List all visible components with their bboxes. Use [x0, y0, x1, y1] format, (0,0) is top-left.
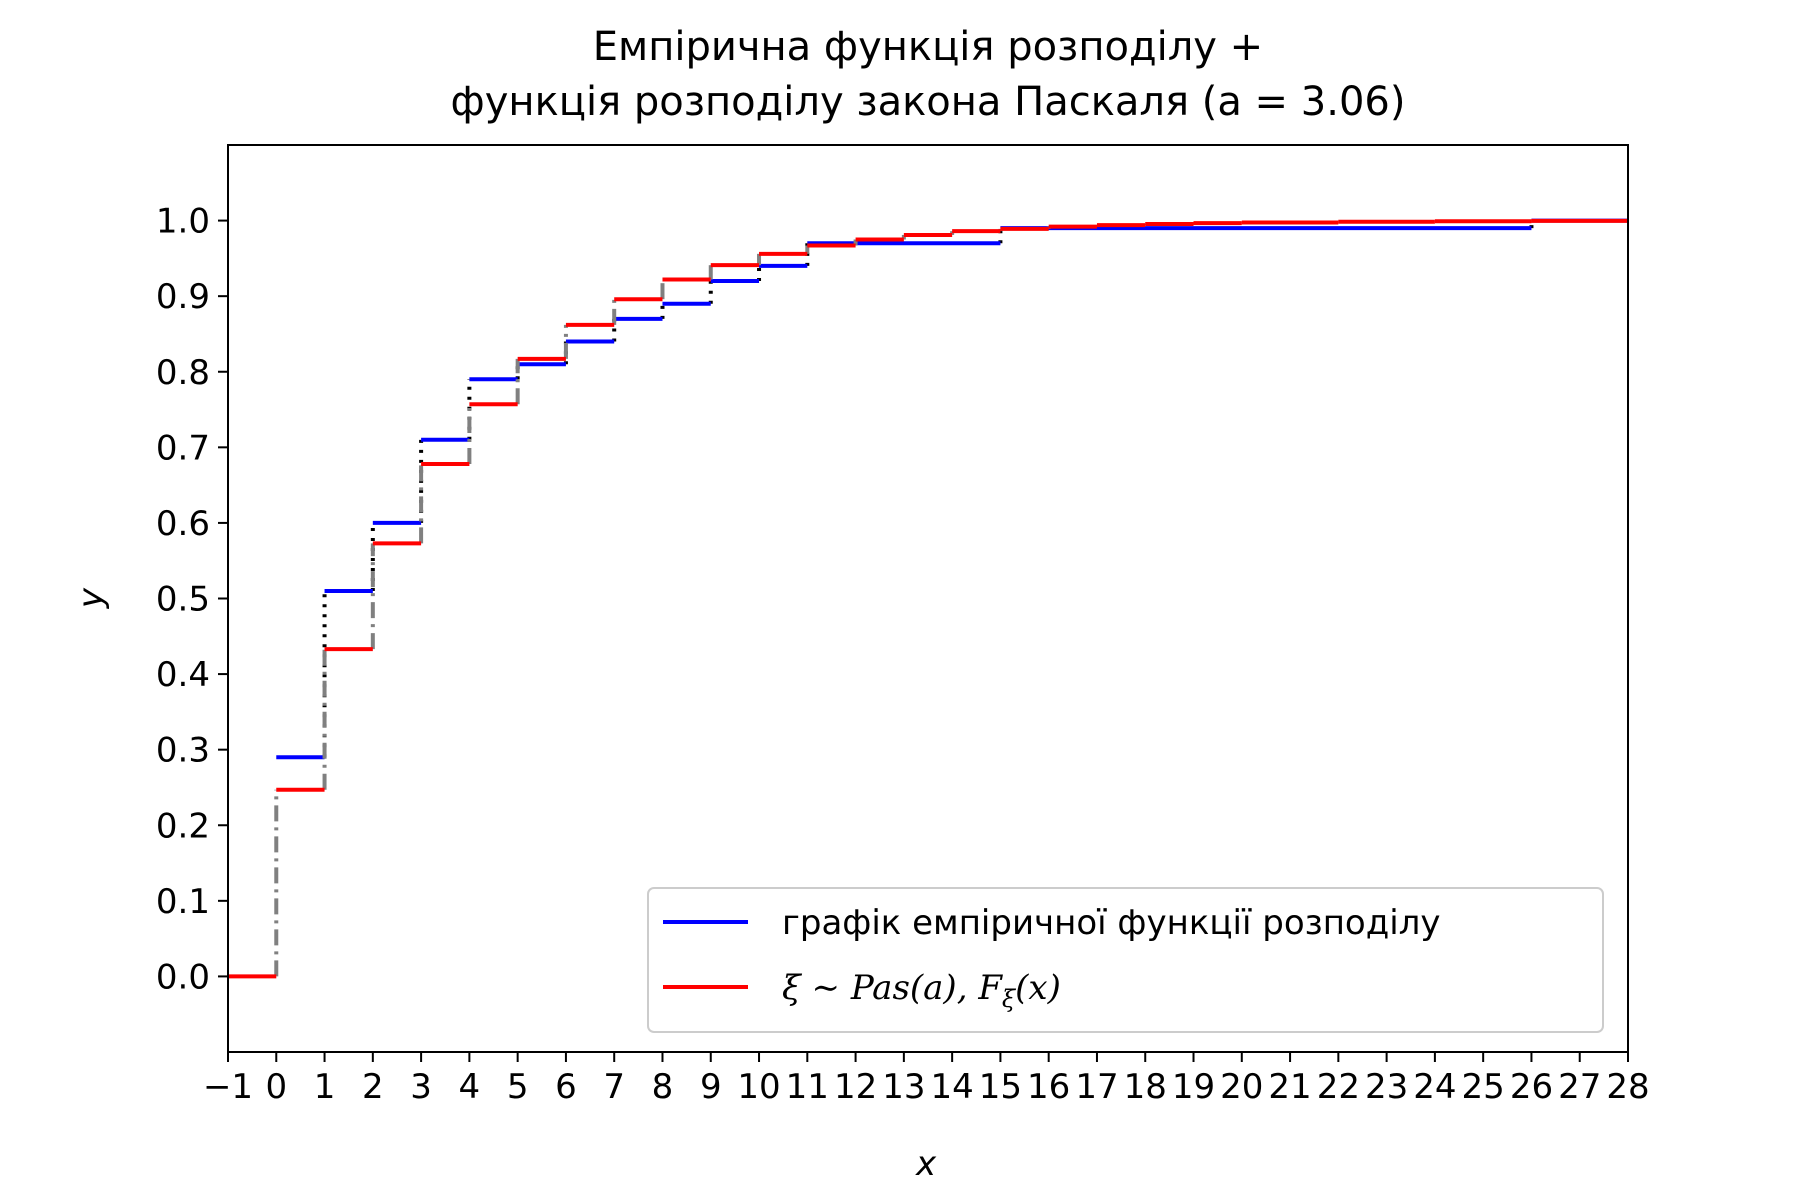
- x-tick-label: 27: [1558, 1067, 1601, 1107]
- x-tick-label: 15: [979, 1067, 1022, 1107]
- legend-label-empirical: графік емпіричної функції розподілу: [782, 903, 1441, 943]
- x-tick-label: 19: [1172, 1067, 1215, 1107]
- x-tick-label: 16: [1027, 1067, 1070, 1107]
- y-tick-label: 1.0: [156, 202, 210, 242]
- legend-label-pascal-subscript: ξ: [1002, 985, 1017, 1013]
- x-tick-label: 12: [834, 1067, 877, 1107]
- x-axis: −1 0 1 2 3 4 5 6 7 8 9 10 11 12 13 14 15 16 17 18 19 20 21 22 23…: [203, 1052, 1650, 1107]
- x-tick-label: 10: [737, 1067, 780, 1107]
- y-tick-label: 0.4: [156, 655, 210, 695]
- y-tick-label: 0.0: [156, 957, 210, 997]
- y-tick-label: 0.2: [156, 806, 210, 846]
- y-tick-label: 0.8: [156, 353, 210, 393]
- y-axis-label: y: [71, 587, 111, 609]
- x-tick-label: 7: [603, 1067, 625, 1107]
- y-tick-label: 0.5: [156, 580, 210, 620]
- x-tick-label: 2: [362, 1067, 384, 1107]
- y-tick-label: 0.3: [156, 731, 210, 771]
- x-tick-label: 23: [1365, 1067, 1408, 1107]
- x-tick-label: 21: [1268, 1067, 1311, 1107]
- x-tick-label: 14: [931, 1067, 974, 1107]
- y-tick-label: 0.1: [156, 882, 210, 922]
- x-tick-label: 22: [1317, 1067, 1360, 1107]
- x-tick-label: 25: [1462, 1067, 1505, 1107]
- x-tick-label: 9: [700, 1067, 722, 1107]
- legend-label-pascal: ξ ∼ Pas(a), Fξ(x): [782, 968, 1061, 1013]
- y-tick-label: 0.7: [156, 428, 210, 468]
- x-tick-label: 1: [314, 1067, 336, 1107]
- x-tick-label: 8: [652, 1067, 674, 1107]
- legend-box: [647, 887, 1604, 1033]
- legend-label-pascal-suffix: (x): [1015, 968, 1061, 1008]
- legend: графік емпіричної функції розподілу ξ ∼ …: [647, 887, 1604, 1033]
- x-axis-label: x: [915, 1144, 937, 1184]
- x-tick-label: 3: [410, 1067, 432, 1107]
- x-tick-label: 13: [882, 1067, 925, 1107]
- y-axis: 0.0 0.1 0.2 0.3 0.4 0.5 0.6 0.7 0.8 0.9 1.0: [156, 202, 228, 997]
- y-tick-label: 0.9: [156, 277, 210, 317]
- y-tick-label: 0.6: [156, 504, 210, 544]
- x-tick-label: 18: [1124, 1067, 1167, 1107]
- x-tick-label: −1: [203, 1067, 253, 1107]
- x-tick-label: 4: [459, 1067, 481, 1107]
- x-tick-label: 5: [507, 1067, 529, 1107]
- x-tick-label: 17: [1075, 1067, 1118, 1107]
- x-tick-label: 0: [265, 1067, 287, 1107]
- legend-label-pascal-main: ξ ∼ Pas(a), F: [782, 968, 1003, 1008]
- chart-title-line-1: Емпірична функція розподілу +: [593, 24, 1263, 70]
- x-tick-label: 20: [1220, 1067, 1263, 1107]
- x-tick-label: 6: [555, 1067, 577, 1107]
- chart-title-line-2: функція розподілу закона Паскаля (a = 3.…: [451, 79, 1406, 125]
- x-tick-label: 11: [786, 1067, 829, 1107]
- x-tick-label: 28: [1606, 1067, 1649, 1107]
- x-tick-label: 24: [1413, 1067, 1456, 1107]
- plot-series: [228, 218, 1628, 979]
- x-tick-label: 26: [1510, 1067, 1553, 1107]
